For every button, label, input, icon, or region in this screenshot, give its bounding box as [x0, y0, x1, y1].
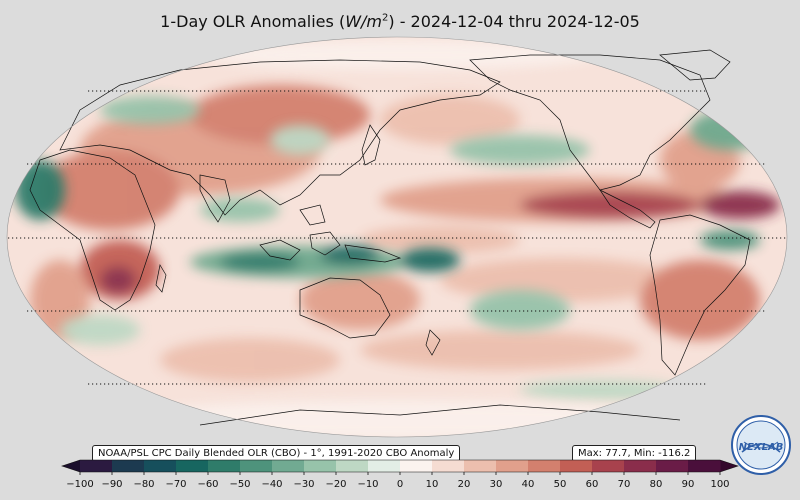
colorbar-segment: [432, 460, 465, 472]
colorbar-tick-label: 80: [650, 479, 663, 490]
colorbar: −100 −90 −80 −70 −60 −50 −40 −30 −20 −10 0 10 20 30 40…: [61, 459, 739, 490]
colorbar-segment: [528, 460, 561, 472]
colorbar-segment: [400, 460, 433, 472]
colorbar-tick-label: 40: [522, 479, 535, 490]
colorbar-tick-label: 60: [586, 479, 599, 490]
colorbar-segment: [592, 460, 625, 472]
colorbar-segment: [208, 460, 241, 472]
colorbar-tick-label: −70: [165, 479, 186, 490]
colorbar-segment: [80, 460, 113, 472]
colorbar-min-extend: [62, 460, 80, 472]
nexlab-logo: NEXLAB: [731, 415, 791, 475]
colorbar-tick-label: −90: [101, 479, 122, 490]
colorbar-segment: [272, 460, 305, 472]
colorbar-segment: [144, 460, 177, 472]
coastlines: [29, 49, 751, 426]
colorbar-tick-label: 100: [710, 479, 729, 490]
latitude-lines: [8, 90, 786, 385]
title-suffix: ) - 2024-12-04 thru 2024-12-05: [388, 12, 640, 31]
logo-text: NEXLAB: [739, 442, 784, 453]
colorbar-tick-label: −20: [325, 479, 346, 490]
colorbar-segment: [624, 460, 657, 472]
colorbar-tick-label: 90: [682, 479, 695, 490]
colorbar-segment: [688, 460, 721, 472]
colorbar-segment: [368, 460, 401, 472]
colorbar-tick-label: −30: [293, 479, 314, 490]
colorbar-tick-label: 50: [554, 479, 567, 490]
colorbar-max-extend: [720, 460, 738, 472]
colorbar-tick-label: 70: [618, 479, 631, 490]
colorbar-segment: [304, 460, 337, 472]
colorbar-tick-label: −80: [133, 479, 154, 490]
colorbar-segment: [560, 460, 593, 472]
colorbar-tick-label: −40: [261, 479, 282, 490]
globe-outline: [6, 36, 788, 438]
title-unit: W/m: [345, 12, 382, 31]
colorbar-segment: [336, 460, 369, 472]
map-title: 1-Day OLR Anomalies (W/m2) - 2024-12-04 …: [0, 12, 800, 31]
colorbar-segment: [656, 460, 689, 472]
colorbar-tick-label: −100: [66, 479, 93, 490]
title-prefix: 1-Day OLR Anomalies (: [160, 12, 346, 31]
anomaly-map: [6, 36, 788, 438]
colorbar-tick-label: −10: [357, 479, 378, 490]
colorbar-segment: [496, 460, 529, 472]
colorbar-segment: [112, 460, 145, 472]
colorbar-tick-label: 10: [426, 479, 439, 490]
colorbar-tick-label: −60: [197, 479, 218, 490]
colorbar-tick-label: 0: [397, 479, 403, 490]
colorbar-tick-label: 20: [458, 479, 471, 490]
colorbar-segment: [176, 460, 209, 472]
colorbar-tick-label: 30: [490, 479, 503, 490]
title-unit-exponent: 2: [381, 12, 389, 24]
colorbar-segment: [464, 460, 497, 472]
colorbar-segment: [240, 460, 273, 472]
colorbar-tick-label: −50: [229, 479, 250, 490]
